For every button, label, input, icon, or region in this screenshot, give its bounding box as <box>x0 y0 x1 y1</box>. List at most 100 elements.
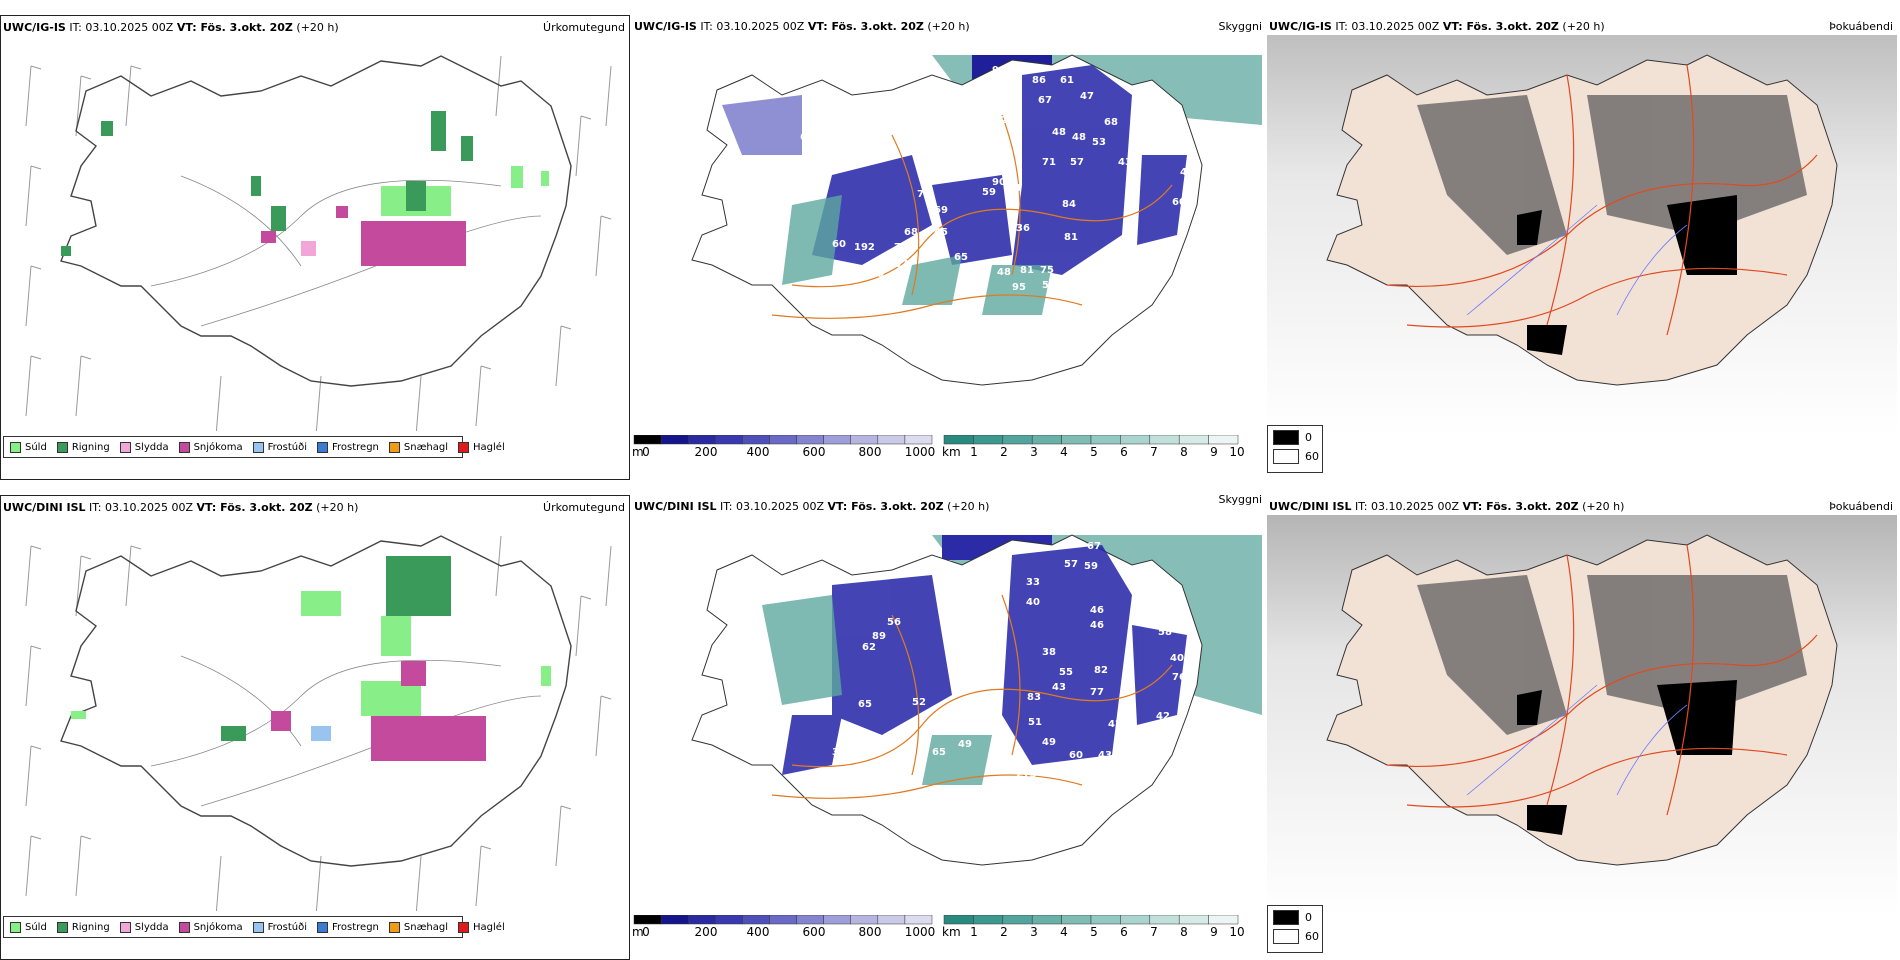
colorbar-segment <box>1031 915 1062 925</box>
panel-title: UWC/IG-IS IT: 03.10.2025 00Z VT: Fös. 3.… <box>1269 20 1605 33</box>
precip-legend: Súld Rigning Slydda Snjókoma Frostúði Fr… <box>3 436 505 458</box>
rivers <box>1466 204 1688 316</box>
cloud-base-label: 192 <box>854 242 875 253</box>
cloud-base-label: 45 <box>1180 167 1194 178</box>
panel-label: Þokuábendi <box>1829 500 1893 513</box>
cloud-base-label: 82 <box>1094 665 1108 676</box>
cloud-base-label: 65 <box>858 699 872 710</box>
panel-label: Skyggni <box>1218 20 1262 33</box>
tick-label: 2 <box>1000 925 1008 939</box>
cloud-base-label: 59 <box>982 187 996 198</box>
cloud-base-colorbar-strip <box>633 435 933 445</box>
colorbar-segment <box>877 915 906 925</box>
cloud-base-label: 45 <box>934 227 948 238</box>
cloud-base-label: 48 <box>1052 127 1066 138</box>
cloud-base-label: 57 <box>1064 559 1078 570</box>
colorbar-segment <box>769 915 797 925</box>
colorbar-segment <box>973 435 1004 445</box>
colorbar-segment <box>715 435 743 445</box>
precip-type-panel-row2: UWC/DINI ISL IT: 03.10.2025 00Z VT: Fös.… <box>0 495 630 960</box>
tick-label: 4 <box>1060 925 1068 939</box>
panel-label: Úrkomutegund <box>543 501 625 514</box>
fog-map <box>1267 35 1897 435</box>
visibility-colorbar-strip <box>943 915 1239 925</box>
cloud-base-label: 84 <box>1062 199 1076 210</box>
legend-swatch <box>388 441 400 453</box>
legend-swatch <box>252 921 264 933</box>
cloud-base-label: 90 <box>992 177 1006 188</box>
fog-legend-swatch <box>1273 910 1299 925</box>
cloud-base-label: 43 <box>1118 157 1132 168</box>
cloud-base-colorbar: m 0 200 400 600 800 1000 <box>632 915 942 939</box>
cloud-base-label: 42 <box>1108 719 1122 730</box>
tick-label: 10 <box>1229 445 1245 459</box>
cloud-base-label: 105 <box>752 577 773 588</box>
fog-panel-row1: UWC/IG-IS IT: 03.10.2025 00Z VT: Fös. 3.… <box>1267 15 1897 480</box>
colorbar-segment <box>877 435 906 445</box>
colorbar-segment <box>1149 435 1180 445</box>
cloud-base-label: 48 <box>997 267 1011 278</box>
legend-item: Snæhagl <box>388 441 448 453</box>
visibility-segments <box>943 915 1239 925</box>
cloud-base-label: 71 <box>1042 157 1056 168</box>
cloud-base-label: 44 <box>1007 183 1021 194</box>
tick-label: 200 <box>694 925 718 939</box>
low-cloud-areas <box>782 545 1187 775</box>
precip-legend: Súld Rigning Slydda Snjókoma Frostúði Fr… <box>3 916 505 938</box>
legend-item: Frostúði <box>252 441 307 453</box>
cloud-base-label: 46 <box>1090 620 1104 631</box>
cloud-base-label: 81 <box>1064 232 1078 243</box>
fog-map <box>1267 515 1897 915</box>
legend-swatch <box>317 441 328 453</box>
legend-item: Snjókoma <box>178 441 243 453</box>
sea-fog <box>932 535 1262 715</box>
cloud-base-label: 67 <box>1038 95 1052 106</box>
cloud-base-label: 68 <box>1104 117 1118 128</box>
tick-label: 4 <box>1060 445 1068 459</box>
iceland-outline <box>60 535 572 867</box>
cloud-base-label: 42 <box>994 115 1008 126</box>
cloud-base-unit: m <box>632 925 644 939</box>
contours <box>771 114 1173 319</box>
legend-swatch <box>119 441 131 453</box>
cloud-base-label: 49 <box>1042 737 1056 748</box>
panel-label: Skyggni <box>1218 493 1262 506</box>
visibility-segments <box>943 435 1239 445</box>
legend-item: Rigning <box>56 921 110 933</box>
cloud-base-label: 60 <box>832 239 846 250</box>
tick-label: 6 <box>1120 445 1128 459</box>
cloud-base-label: 83 <box>1027 692 1041 703</box>
cloud-base-label: 79 <box>917 189 931 200</box>
cloud-base-label: 69 <box>934 205 948 216</box>
low-cloud-areas <box>722 65 1187 275</box>
cloud-base-label: 68 <box>904 227 918 238</box>
legend-item: Súld <box>10 921 47 933</box>
tick-label: 0 <box>642 445 650 459</box>
colorbar-segment <box>1208 915 1239 925</box>
legend-swatch <box>56 441 68 453</box>
visibility-areas <box>762 595 992 785</box>
panel-title: UWC/DINI ISL IT: 03.10.2025 00Z VT: Fös.… <box>1269 500 1625 513</box>
cloud-base-label: 65 <box>970 135 984 146</box>
colorbar-segment <box>850 915 879 925</box>
cloud-base-label: 75 <box>1040 265 1054 276</box>
tick-label: 7 <box>1150 445 1158 459</box>
fog-legend-item: 60 <box>1273 929 1322 944</box>
cloud-base-label: 81 <box>1020 265 1034 276</box>
precip-areas <box>61 111 549 266</box>
colorbar-segment <box>943 915 974 925</box>
cloud-base-label: 72 <box>894 242 908 253</box>
cloud-base-label: 62 <box>862 642 876 653</box>
cloud-base-colorbar-strip <box>633 915 933 925</box>
roads <box>1386 64 1818 336</box>
panel-title: UWC/IG-IS IT: 03.10.2025 00Z VT: Fös. 3.… <box>3 21 339 34</box>
colorbar-segment <box>660 915 689 925</box>
cloud-base-label: 152 <box>994 755 1015 766</box>
panel-label: Úrkomutegund <box>543 21 625 34</box>
tick-label: 600 <box>802 925 826 939</box>
colorbar-segment <box>687 915 716 925</box>
colorbar-segment <box>1090 915 1121 925</box>
tick-label: 9 <box>1210 925 1218 939</box>
cloud-base-colorbar: m 0 200 400 600 800 1000 <box>632 435 942 459</box>
